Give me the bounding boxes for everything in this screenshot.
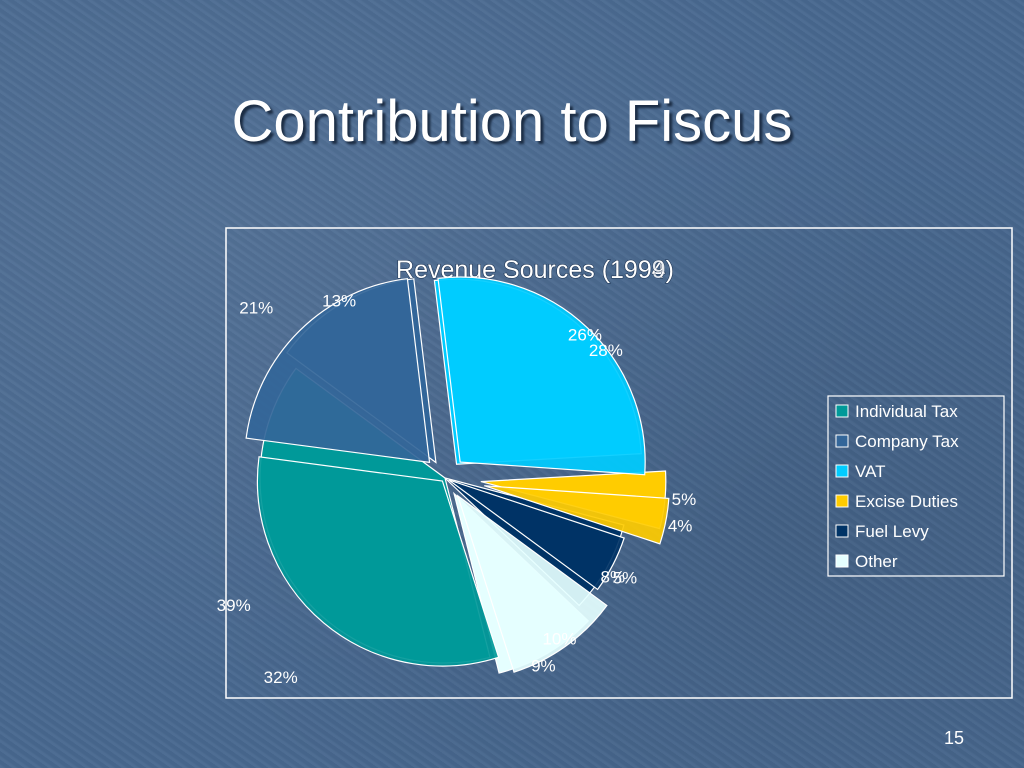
slice-1999-vat (437, 276, 646, 476)
data-labels: 26%5%8%9%39%13%28%4%5%10%32%21% (217, 292, 697, 687)
legend-swatch-company-tax (835, 434, 849, 448)
legend: Individual Tax Company Tax VAT Excise Dutie… (827, 395, 1005, 577)
label-1999-other: 10% (542, 630, 576, 649)
legend-swatch-fuel-levy (835, 524, 849, 538)
label-1994-other: 9% (531, 657, 556, 676)
legend-label-company-tax: Company Tax (855, 432, 959, 451)
legend-label-excise-duties: Excise Duties (855, 492, 958, 511)
label-1999-individual-tax: 32% (264, 668, 298, 687)
legend-label-other: Other (855, 552, 898, 571)
pie-1999 (245, 276, 670, 673)
slide-title: Contribution to Fiscus (231, 89, 793, 154)
legend-swatch-vat (835, 464, 849, 478)
legend-label-individual-tax: Individual Tax (855, 402, 958, 421)
label-1999-fuel-levy: 5% (613, 568, 638, 587)
label-1999-company-tax: 21% (239, 298, 273, 317)
legend-swatch-individual-tax (835, 404, 849, 418)
legend-box (827, 395, 1005, 577)
slide-number: 15 (943, 728, 964, 748)
label-1999-excise-duties: 4% (668, 517, 693, 536)
slice-1999-fuel-levy (448, 479, 625, 591)
legend-swatch-other (835, 554, 849, 568)
label-1994-fuel-levy: 8% (601, 568, 626, 587)
label-1994-company-tax: 13% (322, 292, 356, 311)
slice-1999-other (456, 494, 608, 673)
label-1999-vat: 28% (589, 341, 623, 360)
legend-label-vat: VAT (855, 462, 886, 481)
legend-label-fuel-levy: Fuel Levy (855, 522, 929, 541)
label-1994-vat: 26% (568, 325, 602, 344)
legend-swatch-excise-duties (835, 494, 849, 508)
slice-1999-individual-tax (256, 456, 500, 667)
label-1994-individual-tax: 39% (217, 596, 251, 615)
label-1994-excise-duties: 5% (672, 490, 697, 509)
slice-1999-company-tax (245, 278, 431, 464)
chart-frame (225, 227, 1013, 699)
slice-1999-excise-duties (484, 485, 670, 545)
